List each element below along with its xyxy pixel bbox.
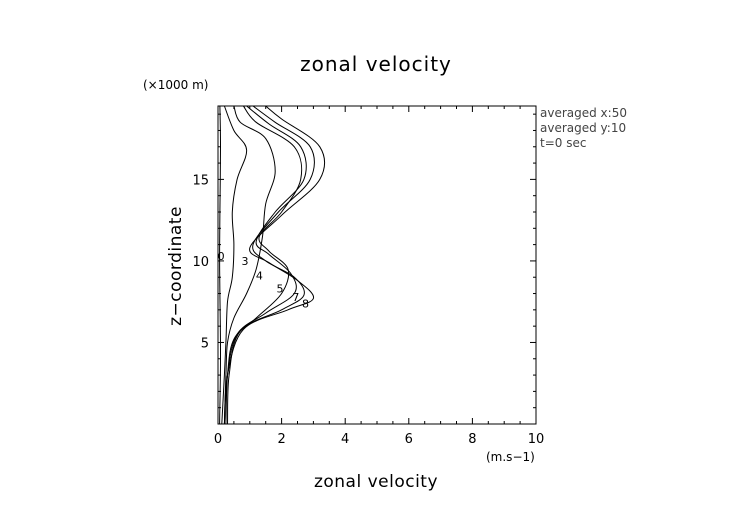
y-unit-label: (×1000 m) <box>143 78 208 92</box>
y-tick-label: 10 <box>192 255 209 270</box>
contour-label: 3 <box>242 255 249 268</box>
contour-line-1 <box>221 105 248 425</box>
contour-label: 0 <box>218 250 225 263</box>
contour-line-6 <box>223 105 326 425</box>
x-tick-label: 10 <box>528 432 545 447</box>
x-tick-label: 0 <box>214 432 222 447</box>
contour-line-0 <box>219 105 222 425</box>
y-tick-label: 5 <box>201 336 209 351</box>
contour-lines <box>219 105 326 425</box>
x-tick-label: 4 <box>341 432 349 447</box>
contour-label: 5 <box>277 283 284 296</box>
annotation-line: averaged y:10 <box>540 121 626 135</box>
contour-line-2 <box>223 105 276 425</box>
contour-labels: 0 34 578 <box>218 250 309 310</box>
annotation-line: averaged x:50 <box>540 106 627 120</box>
x-tick-label: 2 <box>277 432 285 447</box>
plot-frame <box>217 105 537 425</box>
chart-title: zonal velocity <box>300 52 452 76</box>
x-unit-label: (m.s−1) <box>486 450 535 464</box>
x-axis: 0 2 4 6 8 10 <box>214 106 544 447</box>
contour-label: 8 <box>302 297 309 310</box>
contour-line-3 <box>225 105 303 425</box>
y-tick-label: 15 <box>192 173 209 188</box>
contour-label: 7 <box>292 291 299 304</box>
x-tick-label: 8 <box>468 432 476 447</box>
y-axis-title: z−coordinate <box>166 206 186 326</box>
contour-label: 4 <box>256 270 263 283</box>
contour-line-4 <box>223 105 307 425</box>
x-axis-title: zonal velocity <box>314 472 438 492</box>
y-axis: 5 10 15 <box>192 113 536 409</box>
annotation-line: t=0 sec <box>540 136 586 150</box>
x-tick-label: 6 <box>405 432 413 447</box>
